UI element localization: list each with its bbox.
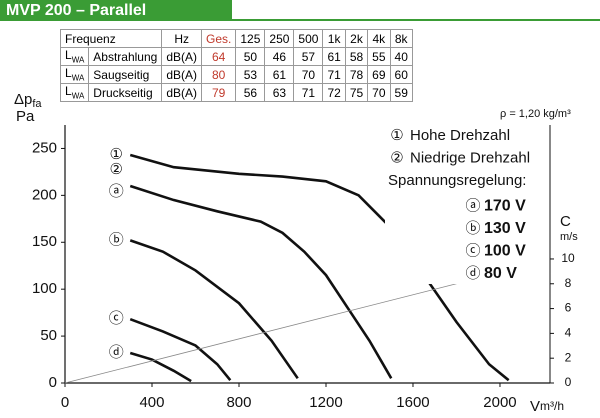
x-tick-label: 2000: [483, 394, 516, 411]
legend-symbol: ⓒ: [465, 242, 480, 259]
legend-symbol: ⓑ: [465, 220, 480, 237]
band-value: 75: [344, 83, 369, 102]
y2-label: C: [560, 213, 571, 230]
y-tick-label: 150: [32, 233, 57, 250]
y-tick-label: 250: [32, 139, 57, 156]
x-tick-label: 0: [61, 394, 69, 411]
band-value: 59: [389, 83, 413, 102]
curve: [64, 282, 461, 384]
x-axis-label: Vm³/h: [530, 398, 564, 415]
y-axis-label: Δpfa: [14, 91, 42, 110]
curve-marker: ⓑ: [109, 231, 124, 248]
y2-tick-label: 6: [565, 301, 572, 315]
row-label: Abstrahlung: [88, 47, 163, 66]
symbol-sub: WA: [71, 91, 85, 101]
row-symbol: LWA: [59, 83, 90, 102]
symbol-sub: WA: [71, 73, 85, 83]
symbol: L: [65, 48, 72, 63]
row-label: Saugseitig: [88, 65, 163, 84]
legend-text: 80 V: [484, 265, 517, 282]
table-row: LWA Abstrahlung dB(A) 64 50 46 57 61 58 55 40: [59, 47, 413, 66]
column-header: Hz: [161, 29, 203, 48]
legend-text: Hohe Drehzahl: [410, 127, 510, 144]
y2-unit: m/s: [560, 231, 578, 243]
column-header: 125: [235, 29, 266, 48]
header-title: MVP 200 – Parallel: [0, 0, 232, 21]
symbol: L: [65, 84, 72, 99]
curve-marker: ⓓ: [109, 344, 124, 361]
band-value: 63: [264, 83, 295, 102]
symbol-sub: WA: [71, 55, 85, 65]
band-value: 40: [389, 47, 413, 66]
noise-table: Frequenz Hz Ges. 125 250 500 1k 2k 4k 8k LWA Abstr…: [59, 29, 413, 102]
row-unit: dB(A): [161, 83, 203, 102]
band-value: 61: [264, 65, 295, 84]
y-tick-label: 50: [40, 327, 57, 344]
curve: [129, 184, 393, 379]
x-tick-label: 1600: [396, 394, 429, 411]
y-tick-label: 100: [32, 280, 57, 297]
table-header: Frequenz Hz Ges. 125 250 500 1k 2k 4k 8k: [59, 29, 413, 48]
table-row: LWA Druckseitig dB(A) 79 56 63 71 72 75 70 59: [59, 83, 413, 102]
legend-symbol: ⓓ: [465, 265, 480, 282]
x-tick-label: 800: [226, 394, 251, 411]
curve: [129, 317, 232, 382]
curve-marker: ⓒ: [109, 310, 124, 327]
symbol: L: [65, 66, 72, 81]
legend-symbol: ②: [390, 149, 403, 166]
curve: [129, 351, 192, 383]
legend-text: 130 V: [484, 220, 526, 237]
column-header: 4k: [367, 29, 391, 48]
curve-marker: ②: [110, 161, 123, 178]
y2-tick-label: 8: [565, 276, 572, 290]
y2-tick-label: 10: [561, 251, 575, 265]
curve-marker: ①: [110, 146, 123, 163]
x-unit: m³/h: [540, 399, 564, 413]
band-value: 56: [235, 83, 266, 102]
header-rule: [232, 19, 600, 21]
y2-tick-label: 0: [565, 375, 572, 389]
y2-tick-label: 2: [565, 350, 572, 364]
curve: [129, 239, 299, 380]
legend-symbol: ①: [390, 127, 403, 144]
legend-text: 100 V: [484, 243, 526, 260]
y-unit: Pa: [16, 108, 35, 125]
legend-text: Niedrige Drehzahl: [410, 149, 530, 166]
y2-tick-label: 4: [565, 326, 572, 340]
curve: [129, 153, 510, 382]
legend-symbol: ⓐ: [465, 197, 480, 214]
legend-text: 170 V: [484, 198, 526, 215]
row-label: Druckseitig: [88, 83, 163, 102]
legend-text: Spannungsregelung:: [388, 172, 526, 189]
curve-marker: ⓐ: [109, 183, 124, 200]
y-label: Δp: [14, 91, 32, 108]
column-header: 2k: [344, 29, 369, 48]
x-tick-label: 400: [139, 394, 164, 411]
x-label: V: [530, 398, 540, 415]
column-header: 500: [293, 29, 324, 48]
band-value: 71: [293, 83, 324, 102]
y-label-sub: fa: [32, 98, 42, 110]
y-tick-label: 200: [32, 186, 57, 203]
band-value: 46: [264, 47, 295, 66]
row-total: 79: [201, 83, 237, 102]
legend-box: [385, 124, 547, 284]
annotation: ρ = 1,20 kg/m³: [500, 108, 571, 120]
x-tick-label: 1200: [309, 394, 342, 411]
y-tick-label: 0: [49, 374, 57, 391]
